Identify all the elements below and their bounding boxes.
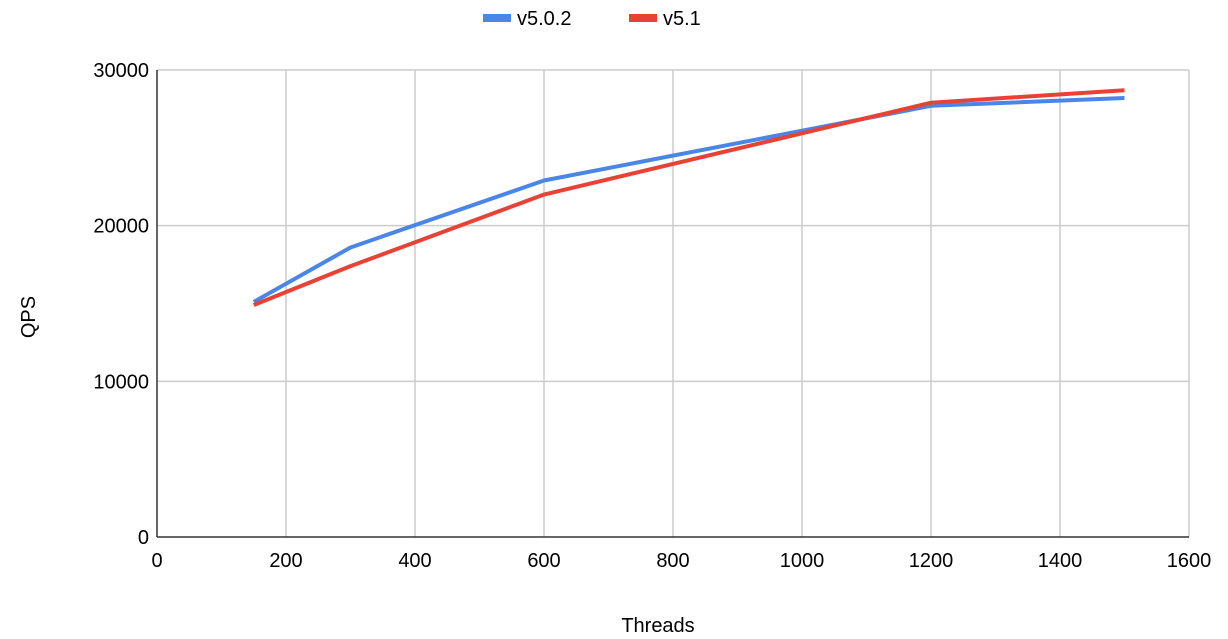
legend-label-0: v5.0.2 — [517, 8, 571, 30]
y-tick-label: 0 — [138, 527, 149, 549]
x-tick-label: 1600 — [1167, 550, 1212, 572]
series-line-0 — [252, 96, 1125, 304]
x-axis-title: Threads — [621, 615, 694, 637]
x-tick-label: 0 — [151, 550, 162, 572]
x-tick-label: 600 — [527, 550, 560, 572]
x-tick-label: 1000 — [780, 550, 825, 572]
y-tick-label: 20000 — [93, 216, 149, 238]
x-tick-label: 200 — [269, 550, 302, 572]
x-tick-label: 1200 — [909, 550, 954, 572]
y-tick-label: 10000 — [93, 371, 149, 393]
legend-swatch-1 — [629, 14, 657, 22]
series-lines — [252, 88, 1125, 307]
series-line-1 — [253, 88, 1125, 307]
legend-swatch-0 — [483, 14, 511, 22]
y-tick-label: 30000 — [93, 60, 149, 82]
x-tick-label: 800 — [656, 550, 689, 572]
grid — [157, 69, 1190, 537]
axes — [156, 70, 1189, 538]
legend: v5.0.2 v5.1 — [483, 8, 701, 30]
legend-label-1: v5.1 — [663, 8, 701, 30]
x-tick-label: 1400 — [1038, 550, 1083, 572]
y-axis-title: QPS — [18, 296, 40, 338]
x-tick-label: 400 — [398, 550, 431, 572]
tick-labels: 0 200 400 600 800 1000 1200 1400 1600 0 10000 20000… — [93, 60, 1211, 572]
